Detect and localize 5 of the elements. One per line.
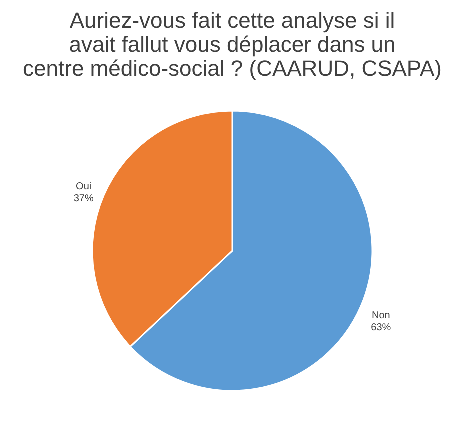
chart-title: Auriez-vous fait cette analyse si il avait fallut vous déplacer dans un centre médico-social ? (CAARUD, CSAPA) [23, 8, 442, 81]
data-label: 37% [74, 194, 94, 205]
data-label: 63% [371, 322, 392, 334]
slice-label: Oui [76, 182, 92, 193]
slice-label: Non [372, 310, 390, 322]
